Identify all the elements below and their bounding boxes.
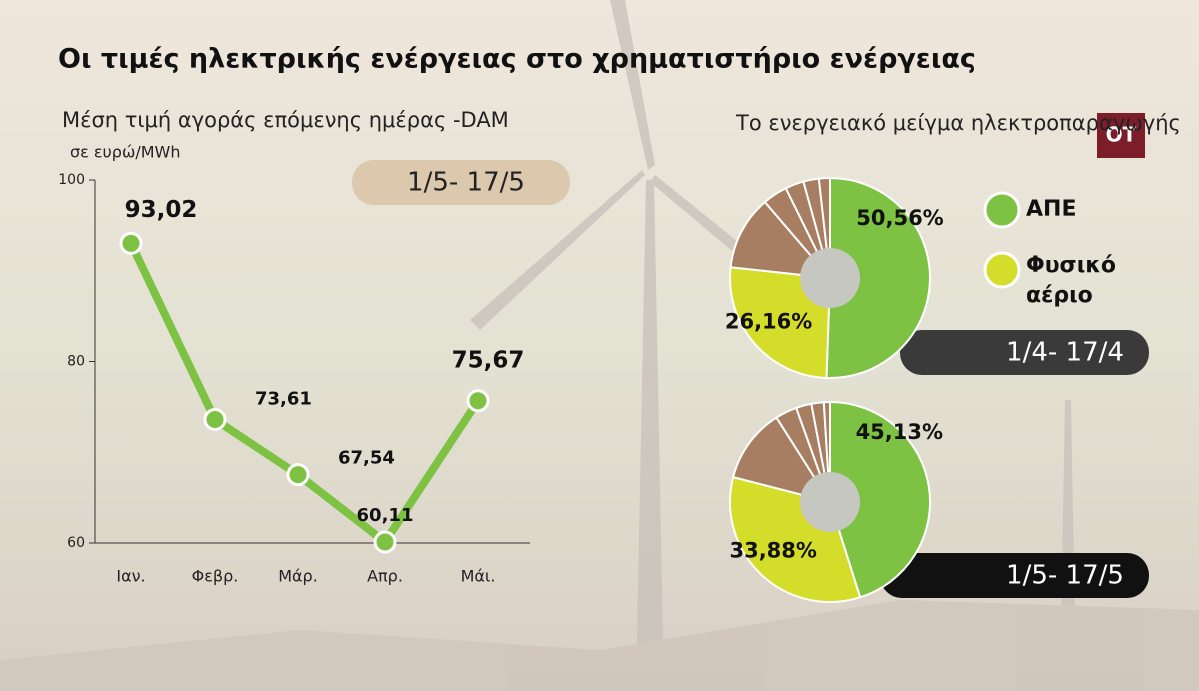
value-label: 60,11 xyxy=(357,505,414,526)
page-title: Οι τιμές ηλεκτρικής ενέργειας στο χρηματ… xyxy=(58,44,976,75)
logo: OT xyxy=(1106,123,1137,147)
x-tick-label: Απρ. xyxy=(367,567,403,586)
period-label: 1/5- 17/5 xyxy=(1006,561,1124,591)
price-point xyxy=(119,231,143,255)
price-point xyxy=(466,389,490,413)
pie-slice xyxy=(729,266,832,379)
pie-slice xyxy=(825,176,931,379)
legend-swatch xyxy=(983,191,1021,229)
x-tick-label: Ιαν. xyxy=(116,567,145,586)
price-point xyxy=(286,463,310,487)
y-tick-label: 60 xyxy=(67,535,85,551)
line-subtitle: σε ευρώ/MWh xyxy=(70,143,181,162)
pie-slice xyxy=(731,416,833,504)
value-label: 73,61 xyxy=(255,388,312,409)
value-label: 45,13% xyxy=(856,420,943,444)
period-badge xyxy=(352,160,570,205)
period-badge xyxy=(880,553,1149,598)
price-point xyxy=(373,530,397,554)
logo-box xyxy=(1097,113,1145,158)
x-tick-label: Φεβρ. xyxy=(192,567,239,586)
x-tick-label: Μάρ. xyxy=(278,567,318,586)
period-badge xyxy=(900,330,1149,375)
pie-slice xyxy=(729,200,833,280)
x-tick-label: Μάι. xyxy=(461,567,496,586)
value-label: 67,54 xyxy=(338,448,395,469)
pie-title: Το ενεργειακό μείγμα ηλεκτροπαραγωγής xyxy=(735,111,1181,135)
legend-label-line: αέριο xyxy=(1026,283,1093,308)
line-title: Μέση τιμή αγοράς επόμενης ημέρας -DAM xyxy=(62,108,509,132)
period-label: 1/4- 17/4 xyxy=(1006,338,1124,368)
pie-hole xyxy=(800,248,860,308)
value-label: 50,56% xyxy=(856,206,943,230)
value-label: 33,88% xyxy=(729,538,816,562)
value-label: 93,02 xyxy=(125,197,198,223)
pie-slice xyxy=(829,400,931,599)
legend-swatch xyxy=(983,251,1021,289)
y-tick-label: 100 xyxy=(58,172,85,188)
value-label: 75,67 xyxy=(452,347,525,373)
pie-hole xyxy=(800,472,860,532)
value-label: 26,16% xyxy=(725,310,812,334)
legend-label: ΑΠΕ xyxy=(1026,197,1076,222)
legend-label: Φυσικό αέριο xyxy=(1026,253,1116,308)
legend-label-line: Φυσικό xyxy=(1026,253,1116,278)
y-tick-label: 80 xyxy=(67,354,85,370)
price-point xyxy=(203,407,227,431)
period-label: 1/5- 17/5 xyxy=(407,168,525,198)
